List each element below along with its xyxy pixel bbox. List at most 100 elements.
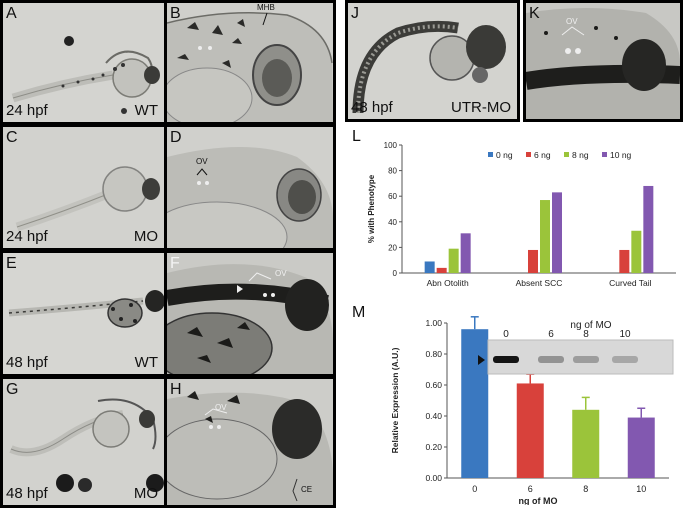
- condition-label-g: MO: [133, 485, 158, 502]
- bar-l-6ng: [619, 249, 630, 273]
- embryo-image-b: [167, 12, 333, 122]
- panel-a: A 24 hpf WT: [3, 3, 164, 122]
- panel-k-frame: K OV: [523, 0, 683, 122]
- embryo-image-e: [8, 290, 164, 328]
- blot-arrowhead: [478, 355, 485, 365]
- panel-label-c: C: [6, 129, 18, 146]
- condition-label-j: UTR-MO: [451, 99, 511, 116]
- panel-c: C 24 hpf MO: [3, 127, 164, 248]
- bar-m: [516, 383, 544, 478]
- x-tick-label-m: 6: [528, 484, 533, 494]
- y-axis-title-m: Relative Expression (A.U.): [390, 347, 400, 453]
- legend-swatch-l: [564, 152, 569, 157]
- bar-l-10ng: [643, 185, 654, 273]
- y-tick-label-m: 0.20: [425, 442, 442, 452]
- bar-l-8ng: [448, 248, 459, 273]
- blot-band: [538, 356, 564, 363]
- legend-label-l: 6 ng: [534, 150, 551, 160]
- annotation-ov-h: OV: [215, 403, 227, 412]
- bar-l-0ng: [424, 261, 435, 273]
- x-axis-title-m: ng of MO: [519, 496, 558, 505]
- stage-label-e: 48 hpf: [6, 354, 48, 371]
- y-tick-label-m: 0.40: [425, 411, 442, 421]
- bar-l-10ng: [552, 192, 562, 273]
- y-tick-label-m: 1.00: [425, 318, 442, 328]
- panel-label-f: F: [170, 255, 180, 272]
- bar-l-8ng: [631, 230, 642, 273]
- x-tick-label-l: Curved Tail: [609, 278, 651, 288]
- panel-label-j: J: [351, 5, 359, 22]
- bar-m: [461, 329, 489, 478]
- panel-b: B MHB: [167, 3, 333, 122]
- inset-lane-label: 8: [583, 329, 589, 340]
- bar-l-6ng: [528, 249, 538, 273]
- x-tick-label-l: Absent SCC: [516, 278, 563, 288]
- blot-band: [612, 356, 638, 363]
- panel-k: K OV: [526, 3, 680, 119]
- stage-label-j: 48 hpf: [351, 99, 393, 116]
- stage-label-a: 24 hpf: [6, 102, 48, 119]
- bar-l-10ng: [460, 233, 471, 273]
- stage-label-g: 48 hpf: [6, 485, 48, 502]
- panel-e: E 48 hpf WT: [3, 253, 164, 374]
- x-tick-label-m: 8: [583, 484, 588, 494]
- condition-label-a: WT: [134, 102, 158, 119]
- panel-label-k: K: [529, 5, 540, 22]
- left-image-grid: A 24 hpf WT B MHB C 24 hpf MO: [0, 0, 336, 508]
- condition-label-e: WT: [134, 354, 158, 371]
- panel-f: F OV: [167, 253, 333, 374]
- bar-m: [627, 417, 655, 478]
- embryo-image-c: [15, 166, 160, 232]
- blot-band: [493, 356, 519, 363]
- y-tick-label-m: 0.80: [425, 349, 442, 359]
- bar-l-8ng: [540, 200, 550, 273]
- right-figure: J 48 hpf UTR-MO K OV L 0 20 40 60 80 100% wit…: [336, 0, 683, 508]
- y-tick-label-l: 20: [388, 243, 397, 252]
- y-tick-label-l: 80: [388, 167, 397, 176]
- panel-label-b: B: [170, 5, 181, 22]
- inset-lane-label: 0: [503, 329, 509, 340]
- panel-label-l: L: [352, 128, 361, 145]
- annotation-ov-f: OV: [275, 269, 287, 278]
- legend-swatch-l: [602, 152, 607, 157]
- legend-swatch-l: [526, 152, 531, 157]
- panel-label-g: G: [6, 381, 19, 398]
- legend-label-l: 8 ng: [572, 150, 589, 160]
- legend-swatch-l: [488, 152, 493, 157]
- panel-label-e: E: [6, 255, 17, 272]
- y-tick-label-l: 100: [384, 141, 398, 150]
- embryo-image-d: [167, 147, 333, 248]
- annotation-mhb: MHB: [257, 3, 275, 12]
- panel-g: G 48 hpf MO: [3, 379, 164, 505]
- annotation-ce: CE: [301, 485, 313, 494]
- legend-label-l: 0 ng: [496, 150, 513, 160]
- embryo-image-a: [11, 36, 160, 114]
- embryo-image-g: [9, 398, 164, 492]
- inset-title: ng of MO: [570, 320, 611, 331]
- stage-label-c: 24 hpf: [6, 228, 48, 245]
- x-tick-label-m: 10: [636, 484, 646, 494]
- chart-l-phenotype: 0 20 40 60 80 100 % with Phenotype Abn Otolith A…: [367, 141, 676, 288]
- bar-m: [572, 409, 600, 478]
- y-axis-title-l: % with Phenotype: [367, 174, 376, 243]
- annotation-ov-k: OV: [566, 17, 578, 26]
- legend-label-l: 10 ng: [610, 150, 632, 160]
- y-tick-label-l: 40: [388, 218, 397, 227]
- blot-band: [573, 356, 599, 363]
- y-tick-label-m: 0.60: [425, 380, 442, 390]
- annotation-ov-d: OV: [196, 157, 208, 166]
- embryo-image-f: [167, 264, 333, 374]
- bar-l-6ng: [436, 267, 447, 273]
- inset-lane-label: 6: [548, 329, 554, 340]
- embryo-image-j: [352, 20, 506, 114]
- chart-m-expression: 0.00 0.20 0.40 0.60 0.80 1.00 Relative Express…: [390, 316, 674, 505]
- x-tick-label-m: 0: [472, 484, 477, 494]
- panel-h: H OV CE: [167, 379, 333, 505]
- panel-j: J 48 hpf UTR-MO: [348, 3, 517, 119]
- embryo-image-k: [526, 8, 680, 119]
- panel-d: D OV: [167, 127, 333, 248]
- y-tick-label-l: 0: [393, 269, 398, 278]
- x-tick-label-l: Abn Otolith: [427, 278, 469, 288]
- panel-label-d: D: [170, 129, 182, 146]
- y-tick-label-m: 0.00: [425, 473, 442, 483]
